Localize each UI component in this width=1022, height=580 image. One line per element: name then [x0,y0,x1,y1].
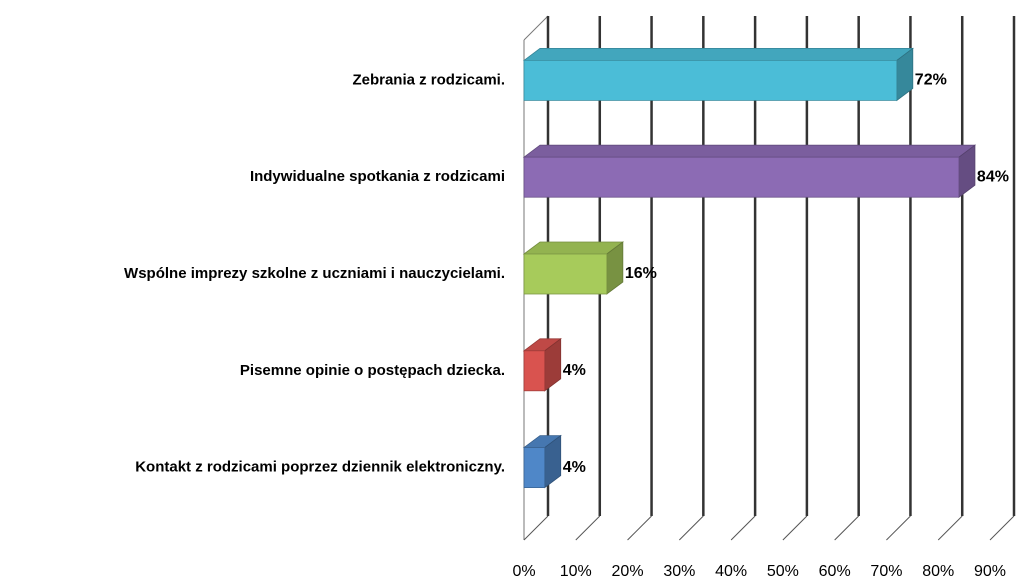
category-label: Indywidualne spotkania z rodzicami [250,168,505,185]
bar-top [522,241,625,255]
floor-tick [627,515,652,541]
floor-tick [886,515,911,541]
floor-tick [834,515,860,541]
bar-front [523,156,960,198]
floor-tick [937,515,963,541]
bar-front [523,60,898,101]
x-tick-label: 80% [922,563,954,580]
x-tick-label: 40% [715,563,747,580]
floor-tick [575,515,601,541]
bar [522,337,562,392]
bar-front [523,447,546,489]
floor-tick [678,515,704,541]
x-tick-label: 70% [870,563,902,580]
left-wall-top [523,15,549,41]
floor-tick [730,515,756,541]
bar [522,241,625,295]
category-label: Kontakt z rodzicami poprzez dziennik ele… [135,459,505,476]
value-label: 16% [625,265,657,282]
bar-front [523,350,546,392]
x-tick-label: 10% [560,563,592,580]
category-label: Zebrania z rodzicami. [352,71,505,88]
floor-tick [989,515,1015,541]
bar-front [523,253,608,295]
x-tick-label: 90% [974,563,1006,580]
floor-tick [523,515,549,541]
bar [522,47,914,102]
bar [522,144,977,198]
x-tick-label: 30% [663,563,695,580]
x-tick-label: 0% [512,563,535,580]
value-label: 84% [977,168,1009,185]
floor-tick [782,515,808,541]
x-tick-label: 60% [819,563,851,580]
x-tick-label: 50% [767,563,799,580]
value-label: 72% [915,72,947,89]
x-tick-label: 20% [612,563,644,580]
value-label: 4% [563,362,586,379]
category-label: Pisemne opinie o postępach dziecka. [240,362,505,379]
bar-top [522,144,977,158]
bar-top [522,48,914,61]
category-label: Wspólne imprezy szkolne z uczniami i nau… [124,265,505,282]
value-label: 4% [563,459,586,476]
bar [522,434,562,489]
